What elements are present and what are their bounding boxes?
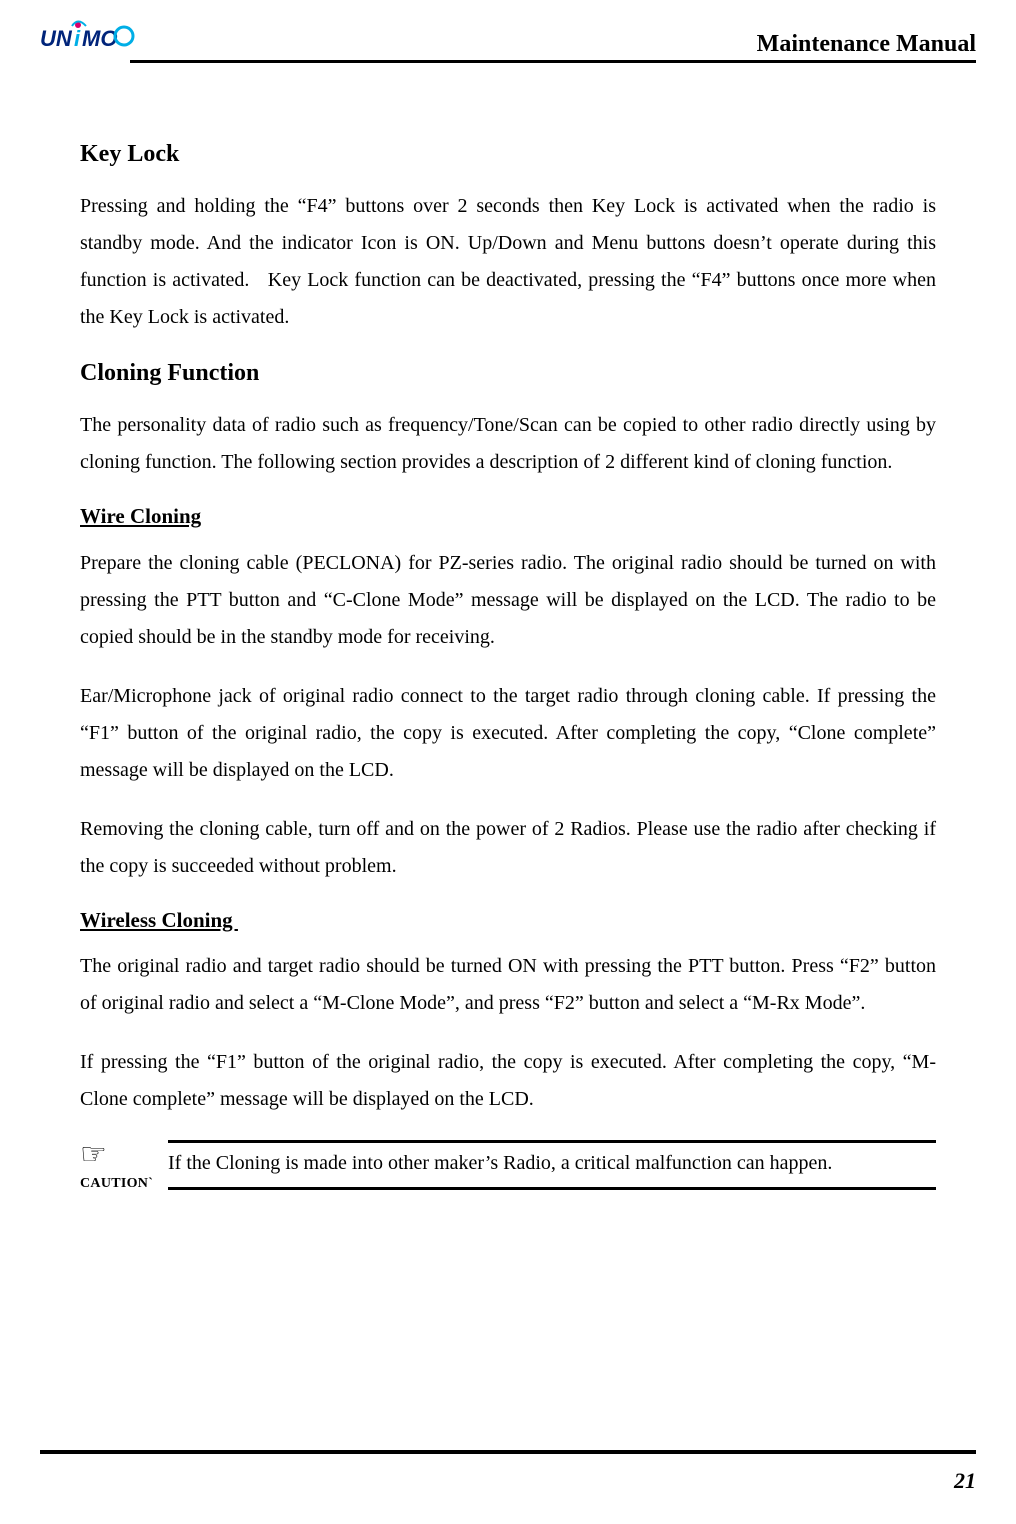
page-content: Key Lock Pressing and holding the “F4” b… xyxy=(40,63,976,1193)
svg-text:MO: MO xyxy=(82,26,117,51)
paragraph: Removing the cloning cable, turn off and… xyxy=(80,811,936,885)
caution-block: ☞ CAUTION` If the Cloning is made into o… xyxy=(80,1140,936,1193)
heading-key-lock: Key Lock xyxy=(80,139,936,170)
page: UN i MO Maintenance Manual Key Lock Pres… xyxy=(0,0,1016,1524)
svg-text:UN: UN xyxy=(40,26,73,51)
paragraph: Prepare the cloning cable (PECLONA) for … xyxy=(80,545,936,656)
caution-label-text: CAUTION` xyxy=(80,1176,153,1191)
heading-wireless-cloning: Wireless Cloning xyxy=(80,907,936,934)
page-number: 21 xyxy=(40,1468,976,1494)
caution-body: If the Cloning is made into other maker’… xyxy=(168,1140,936,1190)
paragraph: If pressing the “F1” button of the origi… xyxy=(80,1044,936,1118)
logo: UN i MO xyxy=(40,18,140,58)
caution-label: ☞ CAUTION` xyxy=(80,1140,158,1193)
heading-cloning-function: Cloning Function xyxy=(80,358,936,389)
footer-rule xyxy=(40,1450,976,1454)
header-title: Maintenance Manual xyxy=(757,31,976,58)
svg-text:i: i xyxy=(74,26,81,51)
unimo-logo-icon: UN i MO xyxy=(40,20,140,56)
paragraph: The original radio and target radio shou… xyxy=(80,948,936,1022)
caution-bottom-rule xyxy=(168,1187,936,1190)
paragraph: Pressing and holding the “F4” buttons ov… xyxy=(80,188,936,336)
page-header: UN i MO Maintenance Manual xyxy=(40,18,976,58)
paragraph: The personality data of radio such as fr… xyxy=(80,407,936,481)
caution-text: If the Cloning is made into other maker’… xyxy=(168,1143,936,1187)
heading-wire-cloning: Wire Cloning xyxy=(80,503,936,530)
page-footer: 21 xyxy=(40,1450,976,1494)
paragraph: Ear/Microphone jack of original radio co… xyxy=(80,678,936,789)
hand-pointing-icon: ☞ xyxy=(80,1140,158,1170)
